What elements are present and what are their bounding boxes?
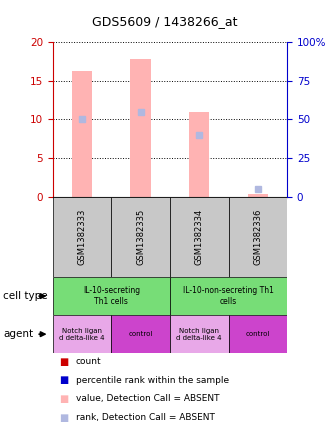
Bar [228,197,287,277]
Text: cell type: cell type [3,291,48,301]
Bar [72,71,92,197]
Text: value, Detection Call = ABSENT: value, Detection Call = ABSENT [76,394,219,404]
Text: GSM1382335: GSM1382335 [136,209,145,265]
Text: agent: agent [3,329,33,339]
Text: rank, Detection Call = ABSENT: rank, Detection Call = ABSENT [76,413,215,422]
Text: GDS5609 / 1438266_at: GDS5609 / 1438266_at [92,15,238,28]
Text: GSM1382336: GSM1382336 [253,209,262,265]
Bar [53,277,170,315]
Text: control: control [246,331,270,337]
Text: GSM1382333: GSM1382333 [78,209,86,265]
Text: IL-10-non-secreting Th1
cells: IL-10-non-secreting Th1 cells [183,286,274,306]
Bar [189,112,210,197]
Text: control: control [128,331,153,337]
Bar [112,315,170,353]
Bar [170,197,229,277]
Text: percentile rank within the sample: percentile rank within the sample [76,376,229,385]
Bar [228,315,287,353]
Bar [53,315,112,353]
Bar [170,277,287,315]
Bar [170,315,229,353]
Text: IL-10-secreting
Th1 cells: IL-10-secreting Th1 cells [83,286,140,306]
Bar [130,59,151,197]
Text: Notch ligan
d delta-like 4: Notch ligan d delta-like 4 [177,328,222,341]
Text: GSM1382334: GSM1382334 [195,209,204,265]
Text: ■: ■ [59,394,69,404]
Text: ■: ■ [59,412,69,423]
Text: count: count [76,357,102,366]
Bar [112,197,170,277]
Bar [53,197,112,277]
Text: Notch ligan
d delta-like 4: Notch ligan d delta-like 4 [59,328,105,341]
Text: ■: ■ [59,375,69,385]
Text: ■: ■ [59,357,69,367]
Bar [248,195,268,197]
